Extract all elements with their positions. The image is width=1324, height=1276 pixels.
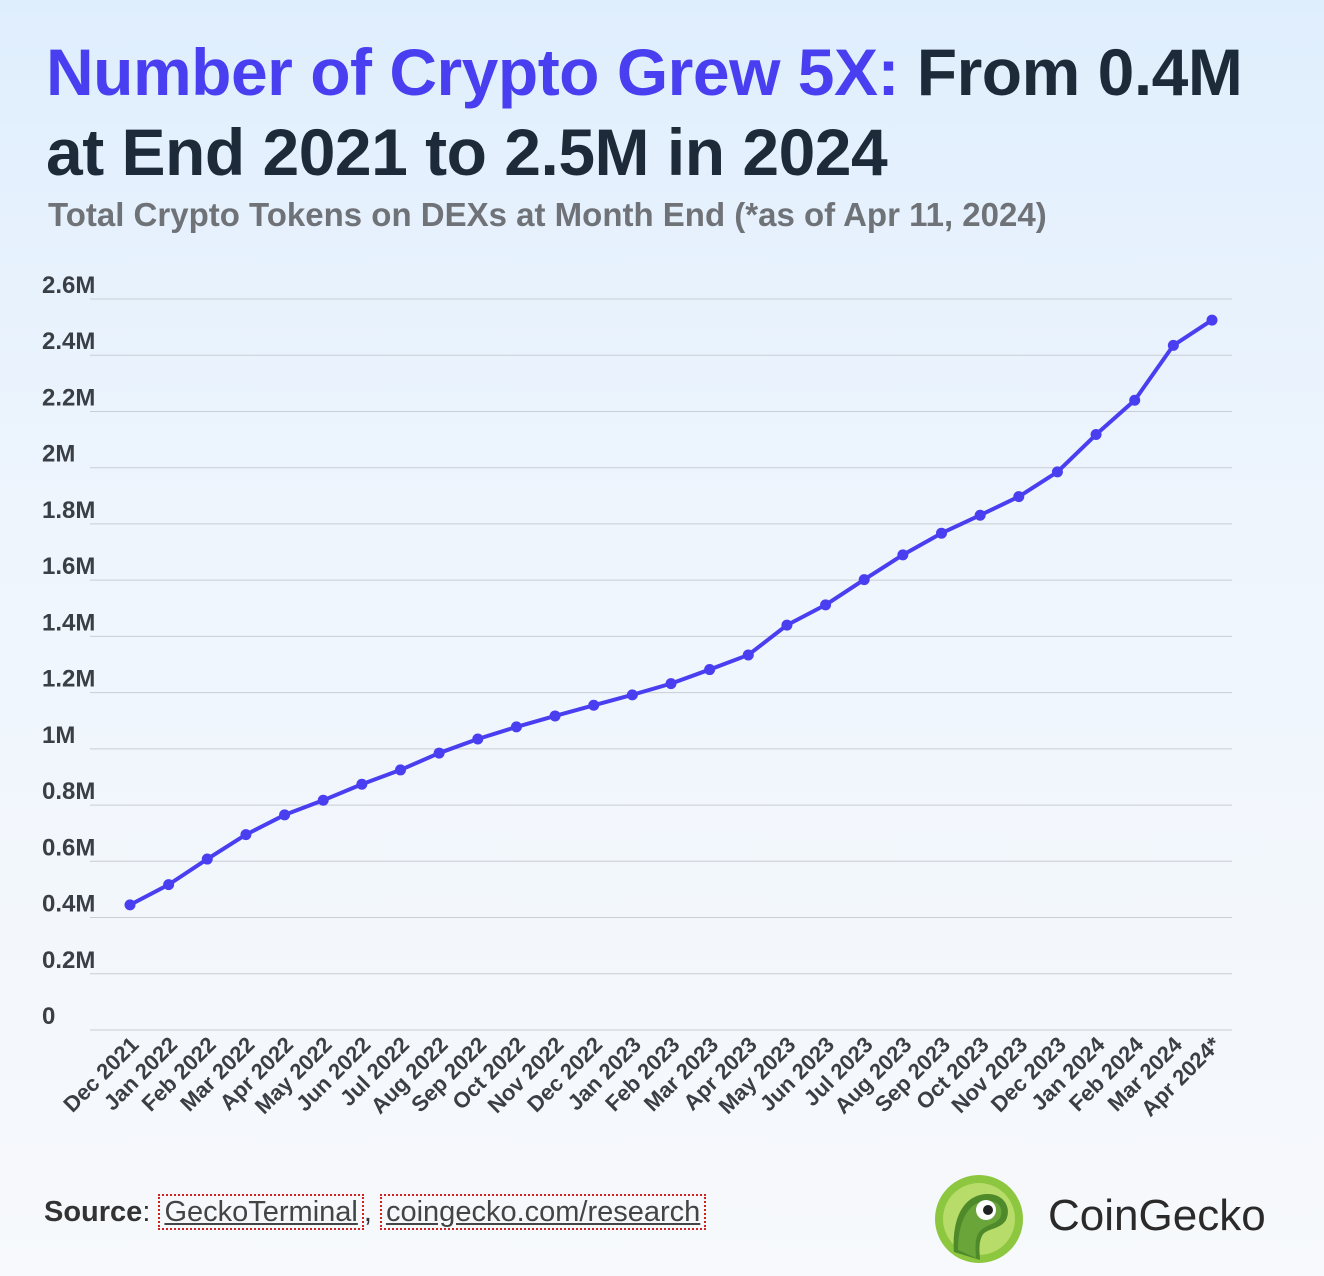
y-tick-label: 0.2M [42, 947, 95, 974]
data-point [201, 853, 213, 865]
y-tick-label: 2.2M [42, 384, 95, 411]
data-point [395, 764, 406, 776]
data-point [1167, 339, 1179, 351]
y-tick-label: 2.6M [42, 272, 95, 299]
data-point [936, 527, 947, 539]
data-point [317, 794, 329, 806]
source-link-geckoterminal[interactable]: GeckoTerminal [158, 1194, 364, 1230]
chart-title: Number of Crypto Grew 5X: From 0.4M at E… [46, 32, 1286, 192]
title-highlight: Number of Crypto Grew 5X: [46, 35, 899, 109]
data-point [356, 778, 368, 790]
data-point [472, 733, 484, 745]
data-point [549, 710, 561, 722]
chart-subtitle: Total Crypto Tokens on DEXs at Month End… [48, 196, 1047, 233]
source-label: Source [44, 1196, 143, 1228]
y-tick-label: 1.8M [42, 497, 95, 524]
data-point [433, 747, 445, 759]
data-point [626, 689, 638, 701]
data-point [279, 809, 291, 821]
data-point [781, 619, 793, 631]
title-rest: From 0.4M at End 2021 to 2.5M in 2024 [46, 35, 1243, 189]
series-line [128, 318, 1214, 907]
y-tick-label: 1.6M [42, 553, 95, 580]
data-point [704, 664, 716, 676]
coingecko-logo-icon [935, 1175, 1023, 1263]
brand-name: CoinGecko [1048, 1191, 1266, 1240]
data-point [1051, 466, 1063, 478]
data-point [163, 879, 175, 891]
data-point [1206, 314, 1218, 326]
y-tick-label: 0.8M [42, 778, 95, 805]
y-tick-label: 2.4M [42, 328, 95, 355]
data-point [974, 509, 986, 521]
data-point [1013, 491, 1025, 503]
y-tick-label: 2M [42, 441, 75, 468]
data-point [588, 699, 600, 711]
source-link-coingecko-research[interactable]: coingecko.com/research [379, 1194, 707, 1230]
data-point [897, 549, 909, 561]
data-point [665, 678, 677, 690]
y-tick-label: 0.6M [42, 834, 95, 861]
data-point [820, 599, 832, 611]
y-tick-label: 1M [42, 722, 75, 749]
data-point [858, 574, 870, 586]
line-chart: 0 0.2M 0.4M 0.6M 0.8M 1M 1.2M 1.4M 1.6M 1.8M 2M 2.2… [42, 272, 1232, 1121]
source-line: Source: GeckoTerminal, coingecko.com/res… [44, 1194, 707, 1230]
data-point [124, 899, 136, 911]
data-point [1129, 394, 1141, 406]
y-tick-label: 1.2M [42, 666, 95, 693]
data-point [510, 721, 522, 733]
y-tick-label: 0 [42, 1003, 55, 1030]
data-point [1090, 429, 1102, 441]
data-point [742, 649, 754, 661]
y-tick-label: 1.4M [42, 609, 95, 636]
data-point [240, 829, 252, 841]
y-tick-label: 0.4M [42, 891, 95, 918]
